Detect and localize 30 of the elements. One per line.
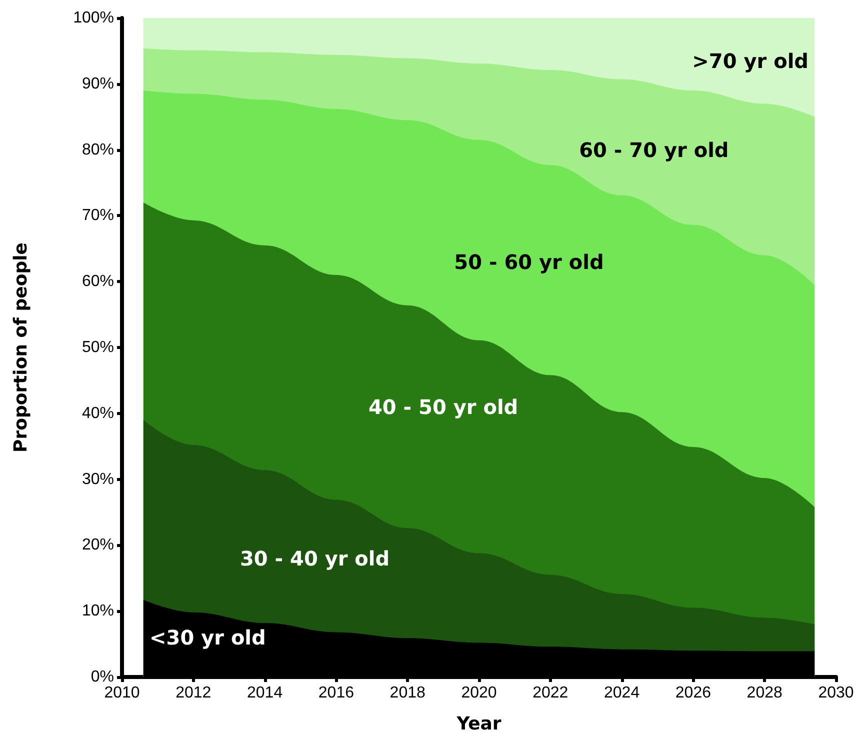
x-tick-label: 2014 bbox=[247, 684, 283, 702]
x-tick-label: 2022 bbox=[532, 684, 568, 702]
x-tick-label: 2012 bbox=[176, 684, 212, 702]
y-tick-label: 60% bbox=[82, 273, 114, 290]
series-label: 40 - 50 yr old bbox=[368, 394, 518, 419]
x-tick-label: 2010 bbox=[104, 684, 140, 702]
series-label: <30 yr old bbox=[150, 625, 266, 650]
x-tick-label: 2030 bbox=[818, 684, 854, 702]
y-tick-label: 0% bbox=[90, 668, 114, 686]
y-tick-label: 90% bbox=[82, 75, 114, 92]
series-label: >70 yr old bbox=[692, 48, 808, 73]
series-label: 30 - 40 yr old bbox=[240, 546, 390, 570]
y-tick-label: 30% bbox=[82, 470, 114, 488]
x-tick-label: 2028 bbox=[746, 684, 782, 702]
y-tick-label: 40% bbox=[82, 404, 114, 422]
y-tick-label: 80% bbox=[82, 141, 114, 158]
y-axis-title: Proportion of people bbox=[10, 242, 32, 452]
y-tick-label: 100% bbox=[73, 10, 114, 26]
x-tick-label: 2026 bbox=[675, 684, 712, 702]
y-tick-label: 70% bbox=[82, 207, 114, 224]
x-axis-title: Year bbox=[456, 714, 502, 734]
x-tick-label: 2018 bbox=[390, 684, 426, 702]
x-tick-label: 2016 bbox=[318, 684, 354, 702]
x-tick-label: 2020 bbox=[461, 684, 497, 702]
series-label: 60 - 70 yr old bbox=[579, 138, 729, 162]
y-tick-label: 20% bbox=[82, 536, 114, 554]
y-tick-label: 10% bbox=[82, 602, 114, 620]
y-tick-label: 50% bbox=[82, 339, 114, 356]
x-tick-label: 2024 bbox=[604, 684, 640, 702]
series-label: 50 - 60 yr old bbox=[454, 250, 604, 274]
